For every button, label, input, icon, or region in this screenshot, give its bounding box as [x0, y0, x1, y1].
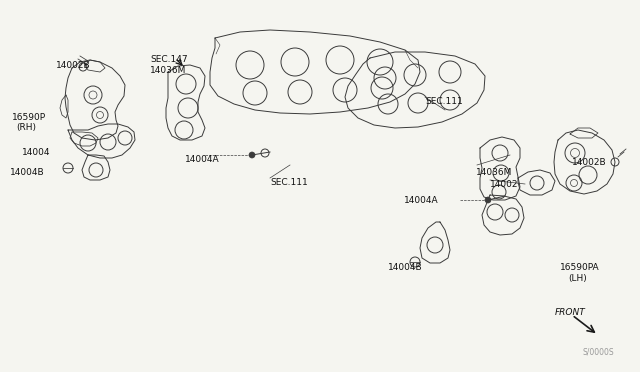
Text: SEC.147: SEC.147	[150, 55, 188, 64]
Text: 14002B: 14002B	[56, 61, 91, 70]
Text: (LH): (LH)	[568, 274, 587, 283]
Text: 16590P: 16590P	[12, 113, 46, 122]
Text: (RH): (RH)	[16, 123, 36, 132]
Text: 16590PA: 16590PA	[560, 263, 600, 272]
Text: 14004A: 14004A	[404, 196, 438, 205]
Text: 14004A: 14004A	[185, 155, 220, 164]
Text: S/0000S: S/0000S	[582, 347, 614, 356]
Text: 14036M: 14036M	[476, 168, 513, 177]
Text: 14036M: 14036M	[150, 66, 186, 75]
Text: 14004: 14004	[22, 148, 51, 157]
Text: FRONT: FRONT	[555, 308, 586, 317]
Text: 14002B: 14002B	[572, 158, 607, 167]
Text: SEC.111: SEC.111	[270, 178, 308, 187]
Circle shape	[249, 152, 255, 158]
Text: 14004B: 14004B	[388, 263, 422, 272]
Text: 14002: 14002	[490, 180, 518, 189]
Text: SEC.111: SEC.111	[425, 97, 463, 106]
Circle shape	[485, 197, 491, 203]
Text: 14004B: 14004B	[10, 168, 45, 177]
